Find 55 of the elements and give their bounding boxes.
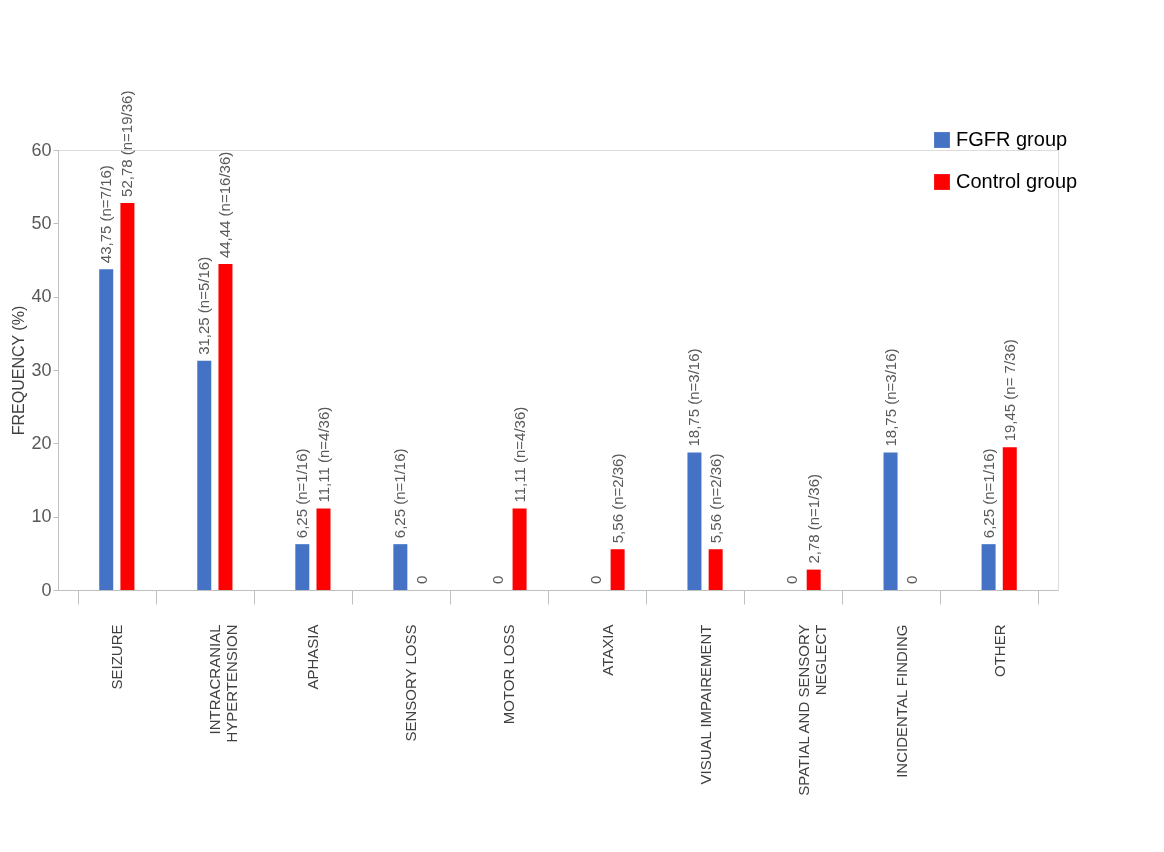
x-tick-label: SENSORY LOSS [402, 624, 420, 742]
legend-label: FGFR group [956, 128, 1068, 150]
bar [1002, 447, 1017, 590]
legend-label: Control group [956, 170, 1078, 192]
bar [687, 452, 702, 590]
data-label: 0 [412, 575, 430, 584]
data-label: 11,11 (n=4/36) [510, 406, 528, 503]
y-axis-title: FREQUENCY (%) [10, 305, 28, 436]
bar [610, 549, 625, 590]
data-label: 44,44 (n=16/36) [216, 151, 234, 259]
x-tick-label: INCIDENTAL FINDING [892, 624, 910, 778]
bar [197, 360, 212, 590]
x-tick-label: ATAXIA [598, 624, 616, 676]
data-label: 6,25 (n=1/16) [293, 448, 311, 539]
data-label: 5,56 (n=2/36) [706, 453, 724, 544]
data-label: 43,75 (n=7/16) [97, 165, 115, 264]
bar [393, 544, 408, 590]
bar [708, 549, 723, 590]
bar [120, 202, 135, 590]
bar [883, 452, 898, 590]
data-label: 0 [902, 575, 920, 584]
bar [316, 508, 331, 590]
x-tick-label: OTHER [990, 624, 1008, 677]
y-tick-label: 10 [31, 506, 52, 527]
data-label: 5,56 (n=2/36) [608, 453, 626, 544]
data-label: 18,75 (n=3/16) [685, 348, 703, 447]
x-tick-label: INTRACRANIAL HYPERTENSION [206, 624, 241, 743]
y-tick-label: 40 [31, 286, 52, 307]
y-tick-label: 50 [31, 212, 52, 233]
data-label: 19,45 (n= 7/36) [1000, 339, 1018, 442]
data-label: 18,75 (n=3/16) [881, 348, 899, 447]
bar [99, 269, 114, 590]
x-tick-label: MOTOR LOSS [500, 624, 518, 725]
y-tick-label: 30 [31, 359, 52, 380]
y-tick-label: 60 [31, 139, 52, 160]
y-tick-label: 0 [41, 579, 52, 600]
data-label: 31,25 (n=5/16) [195, 256, 213, 355]
data-label: 52,78 (n=19/36) [118, 90, 136, 197]
data-label: 0 [587, 575, 605, 584]
bar [295, 544, 310, 590]
x-tick-label: APHASIA [304, 624, 322, 690]
x-tick-label: VISUAL IMPAIREMENT [696, 624, 714, 785]
bar [806, 569, 821, 590]
bar [218, 264, 233, 590]
data-label: 0 [783, 575, 801, 584]
bar [512, 508, 527, 590]
x-tick-label: SPATIAL AND SENSORY NEGLECT [794, 624, 829, 796]
x-tick-label: SEIZURE [108, 624, 126, 690]
data-label: 6,25 (n=1/16) [391, 448, 409, 539]
data-label: 2,78 (n=1/36) [804, 473, 822, 564]
data-label: 6,25 (n=1/16) [979, 448, 997, 539]
bar [981, 544, 996, 590]
data-label: 11,11 (n=4/36) [314, 406, 332, 503]
data-label: 0 [489, 575, 507, 584]
y-tick-label: 20 [31, 432, 52, 453]
